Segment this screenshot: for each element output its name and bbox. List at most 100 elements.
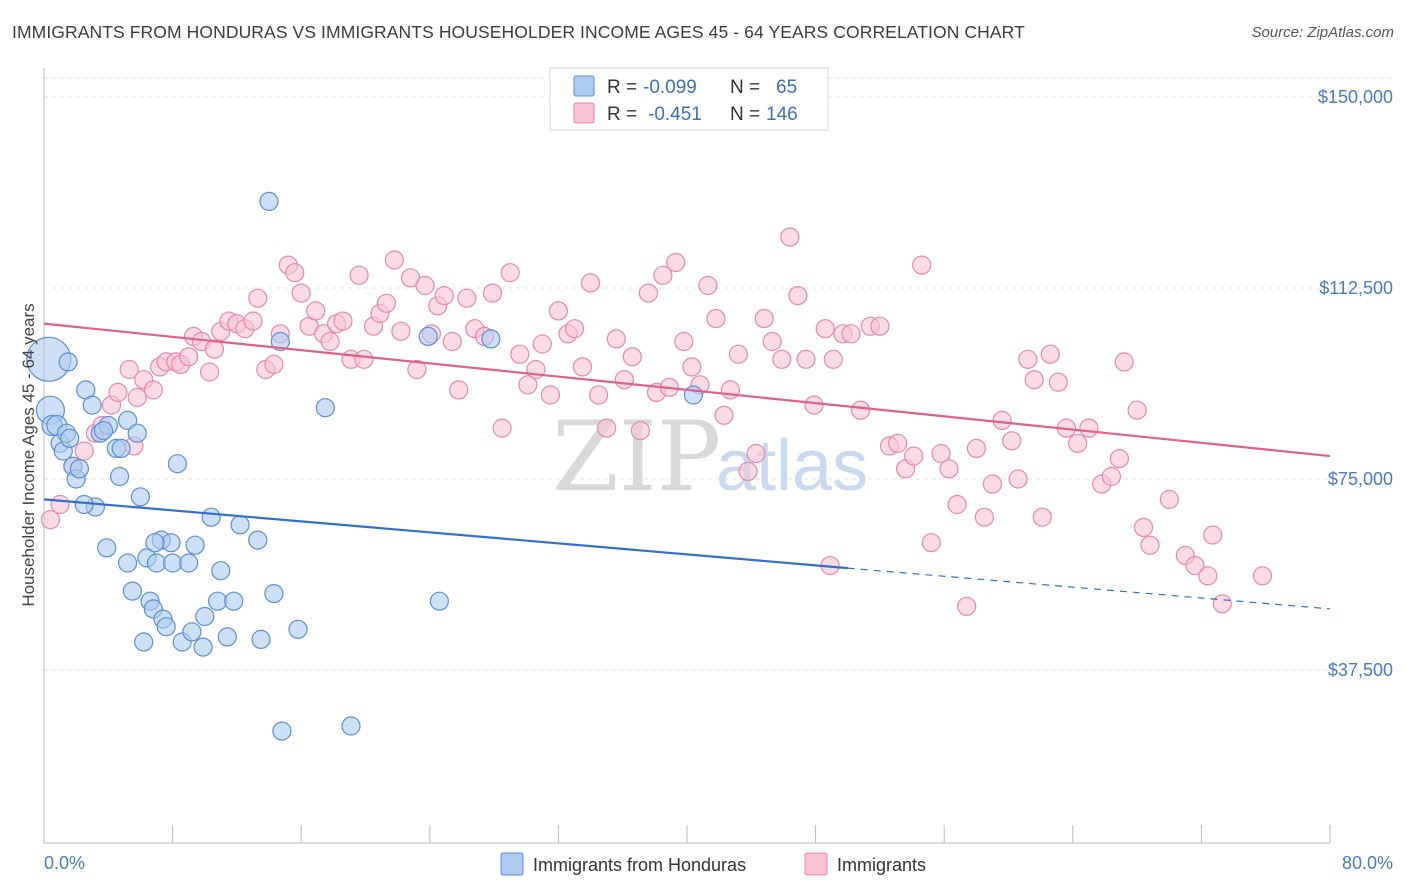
honduras-point-33 xyxy=(161,533,181,553)
y-tick-label-2: $112,500 xyxy=(1319,278,1393,298)
honduras-point-32 xyxy=(156,617,176,637)
honduras-point-52 xyxy=(259,191,279,211)
legend-n-value-honduras: 65 xyxy=(776,77,797,98)
immigrants-point-101 xyxy=(823,349,843,369)
immigrants-point-112 xyxy=(921,533,941,553)
immigrants-point-121 xyxy=(1002,431,1022,451)
immigrants-point-26 xyxy=(243,311,263,331)
legend-swatch-honduras xyxy=(573,75,595,97)
honduras-point-51 xyxy=(288,619,308,639)
immigrants-point-37 xyxy=(320,331,340,352)
immigrants-point-82 xyxy=(666,252,686,273)
source-label: Source: ZipAtlas.com xyxy=(1251,24,1394,41)
honduras-point-56 xyxy=(341,716,361,736)
watermark-atlas: atlas xyxy=(716,426,868,506)
immigrants-point-8 xyxy=(119,359,139,380)
immigrants-point-132 xyxy=(1101,466,1122,487)
immigrants-point-73 xyxy=(596,418,617,438)
immigrants-point-50 xyxy=(415,275,435,296)
immigrants-point-118 xyxy=(974,507,995,527)
immigrants-point-78 xyxy=(638,283,659,303)
honduras-point-23 xyxy=(127,423,147,443)
immigrants-point-144 xyxy=(1109,449,1130,469)
legend-swatch-immigrants xyxy=(573,102,595,124)
honduras-point-63 xyxy=(93,421,114,441)
y-tick-label-1: $75,000 xyxy=(1328,469,1393,489)
immigrants-point-17 xyxy=(179,347,199,367)
honduras-point-34 xyxy=(163,553,183,573)
trend-line-immigrants xyxy=(43,322,1331,458)
immigrants-point-42 xyxy=(354,349,374,369)
honduras-point-64 xyxy=(145,533,165,553)
immigrants-point-86 xyxy=(698,275,718,296)
immigrants-point-106 xyxy=(870,316,890,336)
immigrants-point-87 xyxy=(706,309,726,329)
immigrants-point-77 xyxy=(630,421,651,441)
immigrants-point-62 xyxy=(510,344,530,364)
immigrants-point-45 xyxy=(376,293,396,313)
immigrants-point-63 xyxy=(518,375,538,395)
honduras-point-46 xyxy=(224,591,244,611)
immigrants-point-80 xyxy=(653,265,673,285)
honduras-point-62 xyxy=(74,494,94,515)
honduras-point-17 xyxy=(109,466,130,487)
immigrants-point-99 xyxy=(804,395,824,415)
immigrants-point-130 xyxy=(1079,418,1099,438)
immigrants-point-115 xyxy=(947,494,967,515)
immigrants-point-84 xyxy=(682,357,702,377)
immigrants-point-135 xyxy=(1133,517,1154,538)
bottom-legend: Immigrants from Honduras Immigrants xyxy=(500,852,926,876)
bottom-legend-swatch-honduras xyxy=(500,852,524,876)
immigrants-point-103 xyxy=(841,324,861,344)
honduras-point-53 xyxy=(270,331,290,352)
legend-n-value-immigrants: 146 xyxy=(766,104,798,125)
honduras-point-22 xyxy=(117,553,138,573)
honduras-point-61 xyxy=(58,352,78,372)
x-tick-labels: 0.0% 80.0% xyxy=(44,853,1393,873)
immigrants-point-88 xyxy=(714,405,734,425)
immigrants-point-140 xyxy=(1198,566,1218,586)
immigrants-point-55 xyxy=(449,380,469,400)
immigrants-point-56 xyxy=(457,288,477,308)
honduras-point-25 xyxy=(134,632,154,652)
immigrants-point-65 xyxy=(532,334,552,354)
immigrants-point-97 xyxy=(788,286,808,306)
honduras-point-21 xyxy=(122,581,142,601)
bottom-legend-label-honduras: Immigrants from Honduras xyxy=(533,855,746,875)
immigrants-point-53 xyxy=(434,286,454,306)
immigrants-point-98 xyxy=(796,349,816,369)
honduras-point-59 xyxy=(481,329,501,349)
immigrants-point-134 xyxy=(1127,400,1147,420)
immigrants-point-35 xyxy=(306,301,326,321)
legend-r-label-honduras: R = xyxy=(607,77,637,98)
immigrants-point-60 xyxy=(492,418,512,438)
immigrants-point-47 xyxy=(391,321,411,341)
bottom-legend-label-immigrants: Immigrants xyxy=(837,855,926,875)
honduras-point-10 xyxy=(69,459,90,479)
honduras-point-40 xyxy=(193,637,213,657)
legend-r-value-immigrants: -0.451 xyxy=(648,104,702,125)
legend-n-label-honduras: N = xyxy=(730,77,760,98)
y-tick-labels: $37,500 $75,000 $112,500 $150,000 xyxy=(1318,87,1393,680)
immigrants-point-89 xyxy=(720,380,741,400)
immigrants-point-59 xyxy=(482,283,503,303)
y-tick-label-0: $37,500 xyxy=(1328,660,1393,680)
immigrants-point-12 xyxy=(143,380,163,400)
immigrants-point-66 xyxy=(540,385,561,405)
legend-r-label-immigrants: R = xyxy=(607,104,637,125)
immigrants-point-92 xyxy=(746,443,766,464)
honduras-point-44 xyxy=(211,561,231,581)
immigrants-point-124 xyxy=(1024,370,1044,390)
immigrants-point-119 xyxy=(982,474,1003,494)
gridlines xyxy=(44,77,1396,671)
immigrants-point-33 xyxy=(291,283,311,303)
immigrants-point-20 xyxy=(200,362,220,382)
immigrants-point-3 xyxy=(74,441,94,461)
immigrants-point-113 xyxy=(931,443,951,464)
honduras-point-12 xyxy=(82,395,102,415)
honduras-point-42 xyxy=(201,507,221,527)
trend-lines xyxy=(43,322,1331,610)
bottom-legend-swatch-immigrants xyxy=(804,852,828,876)
series-honduras-points xyxy=(26,191,704,741)
